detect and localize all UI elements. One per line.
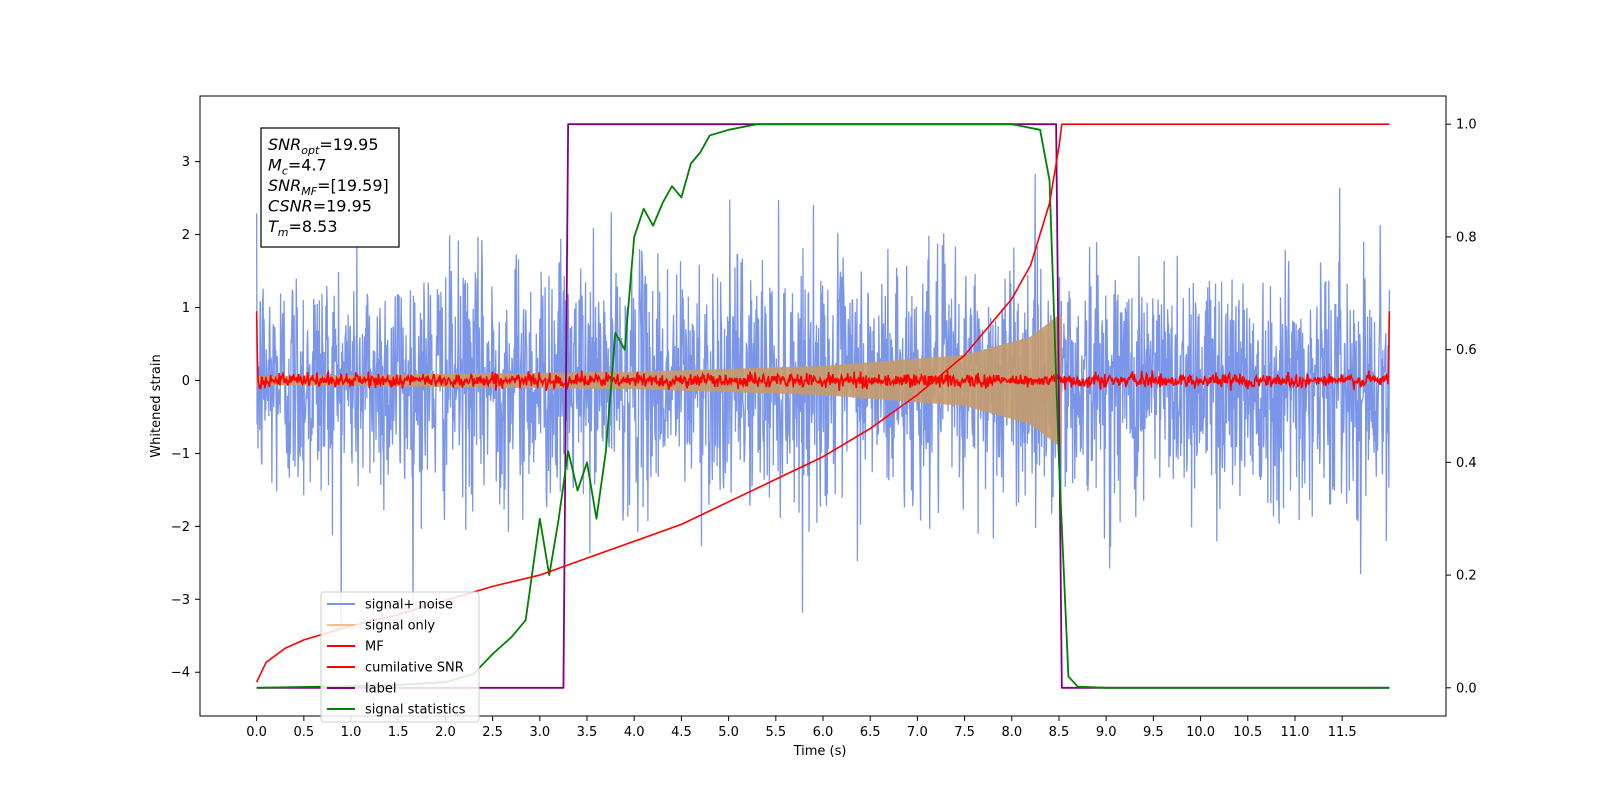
plot-area (255, 123, 1391, 689)
x-tick-label: 8.5 (1049, 725, 1070, 740)
x-tick-label: 10.0 (1186, 725, 1215, 740)
x-tick-label: 1.0 (341, 725, 362, 740)
x-tick-label: 6.0 (813, 725, 834, 740)
legend-label: label (365, 682, 396, 697)
y-tick-label: 2 (182, 228, 190, 243)
x-tick-label: 5.0 (718, 725, 739, 740)
x-tick-label: 4.0 (624, 725, 645, 740)
x-tick-label: 2.5 (482, 725, 503, 740)
x-tick-label: 1.5 (388, 725, 409, 740)
legend-label: cumilative SNR (365, 661, 464, 676)
y2-tick-label: 0.8 (1456, 230, 1477, 245)
annotation-line: Mc=4.7 (268, 156, 327, 178)
x-tick-label: 7.5 (954, 725, 975, 740)
y-tick-label: 3 (182, 155, 190, 170)
annotation-box-frame (260, 127, 400, 248)
y2-tick-label: 0.0 (1456, 681, 1477, 696)
annotation-box: SNRopt=19.95Mc=4.7SNRMF=[19.59]CSNR=19.9… (260, 127, 400, 248)
y-axis-right: 0.0 0.2 0.4 0.6 0.8 1.0 (1446, 118, 1477, 696)
x-tick-label: 8.0 (1001, 725, 1022, 740)
x-tick-label: 9.0 (1096, 725, 1117, 740)
legend-label: signal+ noise (365, 598, 453, 613)
annotation-line: SNRMF=[19.59] (268, 176, 389, 198)
y-tick-label: 1 (182, 301, 190, 316)
annotation-line: Tm=8.53 (268, 217, 338, 239)
x-tick-label: 9.5 (1143, 725, 1164, 740)
x-axis-label: Time (s) (793, 744, 847, 759)
series-signal-noise-line (255, 174, 1391, 633)
x-tick-label: 3.5 (577, 725, 598, 740)
y-tick-label: −4 (171, 666, 190, 681)
legend-label: signal only (365, 619, 435, 634)
y-tick-label: −1 (171, 447, 190, 462)
legend: signal+ noise signal only MF cumilative SNR… (320, 591, 480, 723)
x-tick-label: 11.0 (1280, 725, 1309, 740)
y-tick-label: −2 (171, 520, 190, 535)
y2-tick-label: 1.0 (1456, 118, 1477, 133)
x-tick-label: 2.0 (435, 725, 456, 740)
x-axis: 0.0 0.5 1.0 1.5 2.0 2.5 3.0 3.5 4.0 4.5 5.0 5.5 6.0 6… (246, 716, 1357, 740)
y-axis-label: Whitened strain (149, 354, 164, 457)
annotation-line: SNRopt=19.95 (268, 135, 379, 157)
y-tick-label: 0 (182, 374, 190, 389)
y2-tick-label: 0.4 (1456, 456, 1477, 471)
y-axis-left: −4 −3 −2 −1 0 1 2 3 (171, 155, 200, 681)
legend-frame (320, 591, 480, 723)
annotation-line: CSNR=19.95 (268, 197, 372, 216)
x-tick-label: 7.0 (907, 725, 928, 740)
y2-tick-label: 0.2 (1456, 569, 1477, 584)
x-tick-label: 5.5 (765, 725, 786, 740)
x-tick-label: 0.0 (246, 725, 267, 740)
series-signal-statistics-line (256, 123, 1390, 689)
x-tick-label: 11.5 (1328, 725, 1357, 740)
y-tick-label: −3 (171, 593, 190, 608)
series-mf-line (255, 311, 1391, 392)
legend-label: signal statistics (365, 703, 466, 718)
x-tick-label: 6.5 (860, 725, 881, 740)
x-tick-label: 4.5 (671, 725, 692, 740)
y2-tick-label: 0.6 (1456, 343, 1477, 358)
x-tick-label: 3.0 (529, 725, 550, 740)
x-tick-label: 0.5 (293, 725, 314, 740)
legend-label: MF (365, 640, 384, 655)
x-tick-label: 10.5 (1233, 725, 1262, 740)
